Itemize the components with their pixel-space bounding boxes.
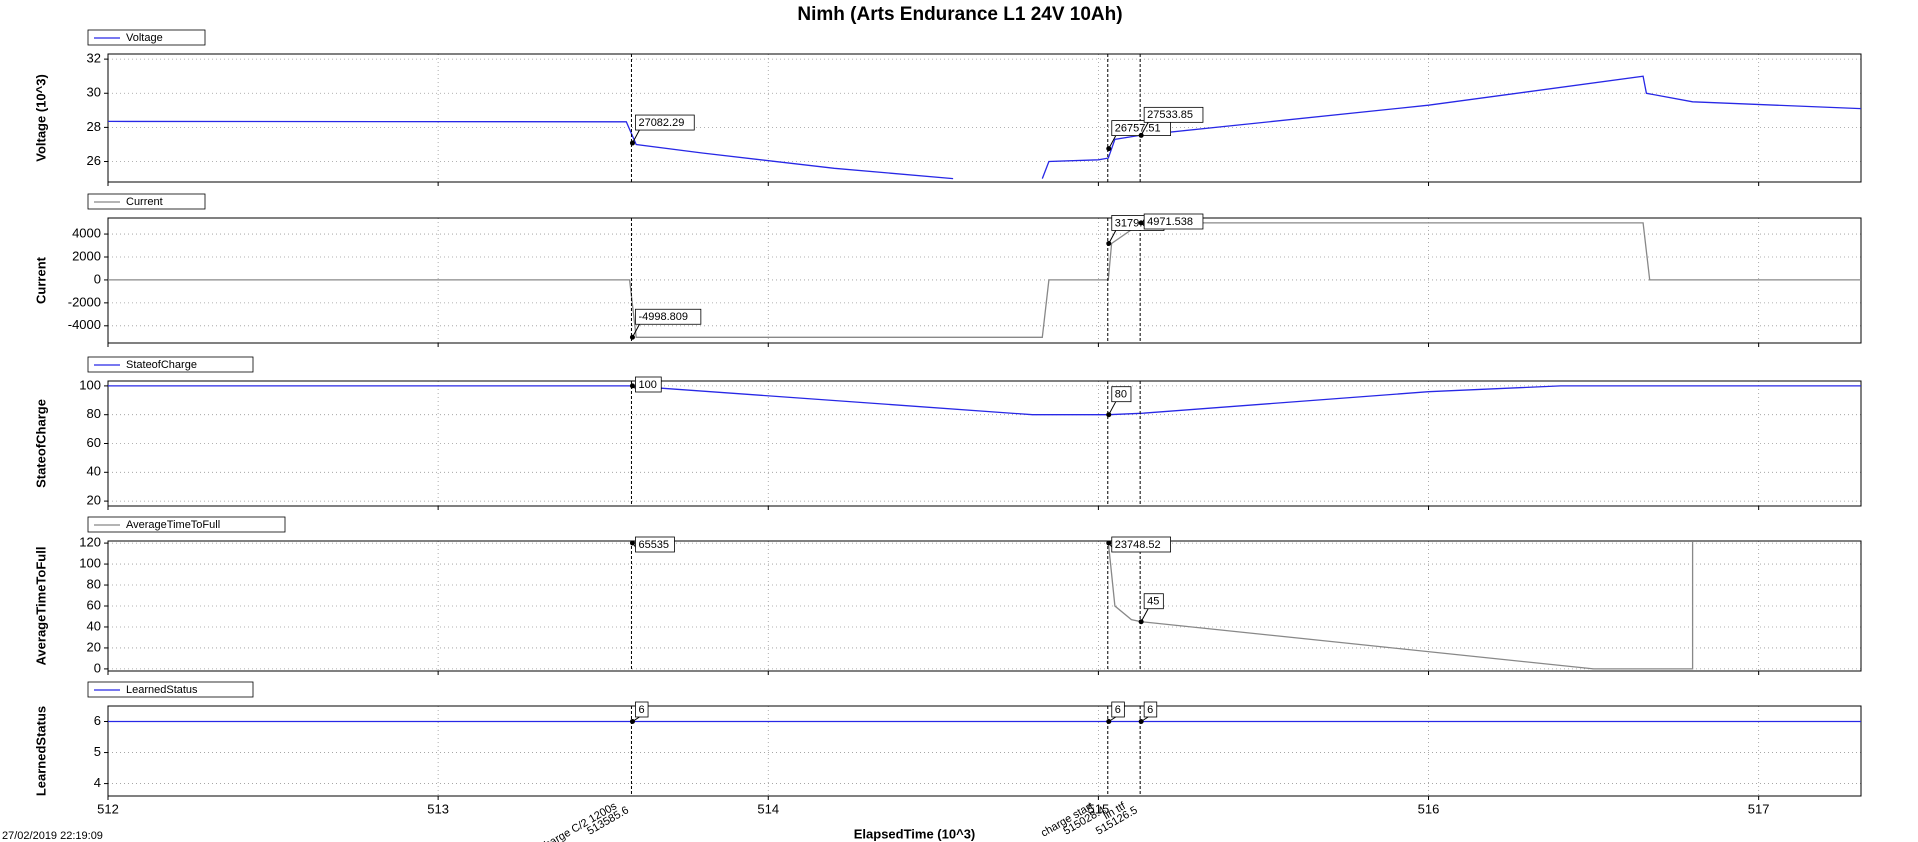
y-axis-label: StateofCharge — [33, 399, 48, 488]
legend-box — [87, 681, 254, 698]
plot-frame — [107, 705, 1862, 797]
annotation-box — [1111, 536, 1171, 553]
annotation-point — [1106, 146, 1112, 152]
annotation-label: 23748.52 — [1115, 539, 1161, 551]
x-tick-label: 517 — [1748, 801, 1770, 816]
y-tick-label: 26 — [87, 153, 101, 168]
series-line — [1107, 541, 1694, 670]
x-tick-label: 515 — [1088, 801, 1110, 816]
y-tick-label: 4000 — [72, 225, 101, 240]
annotation-point — [1106, 240, 1112, 246]
annotation-box — [1111, 386, 1132, 403]
annotation-label: 27082.29 — [638, 117, 684, 129]
annotation-label: 26757.51 — [1115, 122, 1161, 134]
annotation-label: 45 — [1147, 596, 1159, 608]
y-tick-label: 2000 — [72, 248, 101, 263]
y-tick-label: 32 — [87, 51, 101, 66]
legend-label: StateofCharge — [126, 359, 197, 371]
y-tick-label: 80 — [87, 576, 101, 591]
timestamp: 27/02/2019 22:19:09 — [2, 830, 103, 842]
annotation-point — [629, 140, 635, 146]
chart-title: Nimh (Arts Endurance L1 24V 10Ah) — [797, 4, 1122, 25]
y-tick-label: 0 — [94, 271, 101, 286]
y-tick-label: 4 — [94, 775, 101, 790]
annotation-box — [635, 536, 675, 553]
plot-frame — [107, 380, 1862, 507]
annotation-box — [635, 376, 662, 393]
legend-label: AverageTimeToFull — [126, 519, 220, 531]
annotation-box — [1143, 701, 1158, 718]
annotation-point — [1138, 132, 1144, 138]
annotation-box — [635, 114, 695, 131]
annotation-point — [629, 540, 635, 546]
x-tick-label: 512 — [97, 801, 119, 816]
y-axis-label: LearnedStatus — [33, 706, 48, 796]
y-axis-label: AverageTimeToFull — [33, 547, 48, 666]
y-tick-label: 0 — [94, 660, 101, 675]
x-tick-label: 514 — [757, 801, 779, 816]
annotation-box — [1143, 593, 1164, 610]
y-tick-label: 100 — [79, 377, 101, 392]
annotation-label: -4998.809 — [638, 311, 688, 323]
annotation-label: 6 — [1147, 704, 1153, 716]
legend-label: Current — [126, 196, 163, 208]
y-tick-label: 28 — [87, 119, 101, 134]
annotation-point — [1138, 619, 1144, 625]
y-tick-label: 60 — [87, 597, 101, 612]
annotation-label: 6 — [1115, 704, 1121, 716]
annotation-label: 6 — [638, 704, 644, 716]
y-tick-label: 20 — [87, 639, 101, 654]
annotation-box — [635, 701, 649, 718]
annotation-point — [629, 719, 635, 725]
x-axis-label: ElapsedTime (10^3) — [854, 826, 976, 841]
annotation-box — [1111, 701, 1125, 718]
y-tick-label: 60 — [87, 435, 101, 450]
y-tick-label: 100 — [79, 556, 101, 571]
series-line — [108, 385, 1861, 416]
y-tick-label: 40 — [87, 618, 101, 633]
y-tick-label: -4000 — [68, 317, 101, 332]
annotation-label: 27533.85 — [1147, 109, 1193, 121]
x-tick-label: 516 — [1418, 801, 1440, 816]
legend-box — [87, 356, 254, 373]
y-tick-label: 20 — [87, 493, 101, 508]
series-line — [108, 222, 1861, 338]
y-tick-label: 40 — [87, 464, 101, 479]
annotation-point — [629, 383, 635, 389]
plot-frame — [107, 53, 1862, 183]
y-axis-label: Current — [33, 256, 48, 304]
annotation-box — [635, 308, 702, 325]
legend-label: Voltage — [126, 32, 163, 44]
legend-box — [87, 516, 286, 533]
annotation-label: 100 — [638, 379, 656, 391]
annotation-label: 4971.538 — [1147, 216, 1193, 228]
y-tick-label: -2000 — [68, 294, 101, 309]
y-tick-label: 30 — [87, 85, 101, 100]
annotation-point — [629, 334, 635, 340]
annotation-label: 65535 — [638, 539, 669, 551]
y-tick-label: 6 — [94, 713, 101, 728]
annotation-label: 80 — [1115, 389, 1127, 401]
legend-box — [87, 29, 206, 46]
annotation-point — [1138, 719, 1144, 725]
legend-box — [87, 193, 206, 210]
y-axis-label: Voltage (10^3) — [33, 74, 48, 162]
annotation-point — [1138, 220, 1144, 226]
annotation-box — [1143, 213, 1204, 230]
plot-frame — [107, 540, 1862, 672]
annotation-point — [1106, 412, 1112, 418]
annotation-box — [1143, 106, 1204, 123]
y-tick-label: 5 — [94, 744, 101, 759]
y-tick-label: 120 — [79, 535, 101, 550]
x-tick-label: 513 — [427, 801, 449, 816]
y-tick-label: 80 — [87, 406, 101, 421]
annotation-point — [1106, 540, 1112, 546]
annotation-point — [1106, 719, 1112, 725]
legend-label: LearnedStatus — [126, 684, 198, 696]
